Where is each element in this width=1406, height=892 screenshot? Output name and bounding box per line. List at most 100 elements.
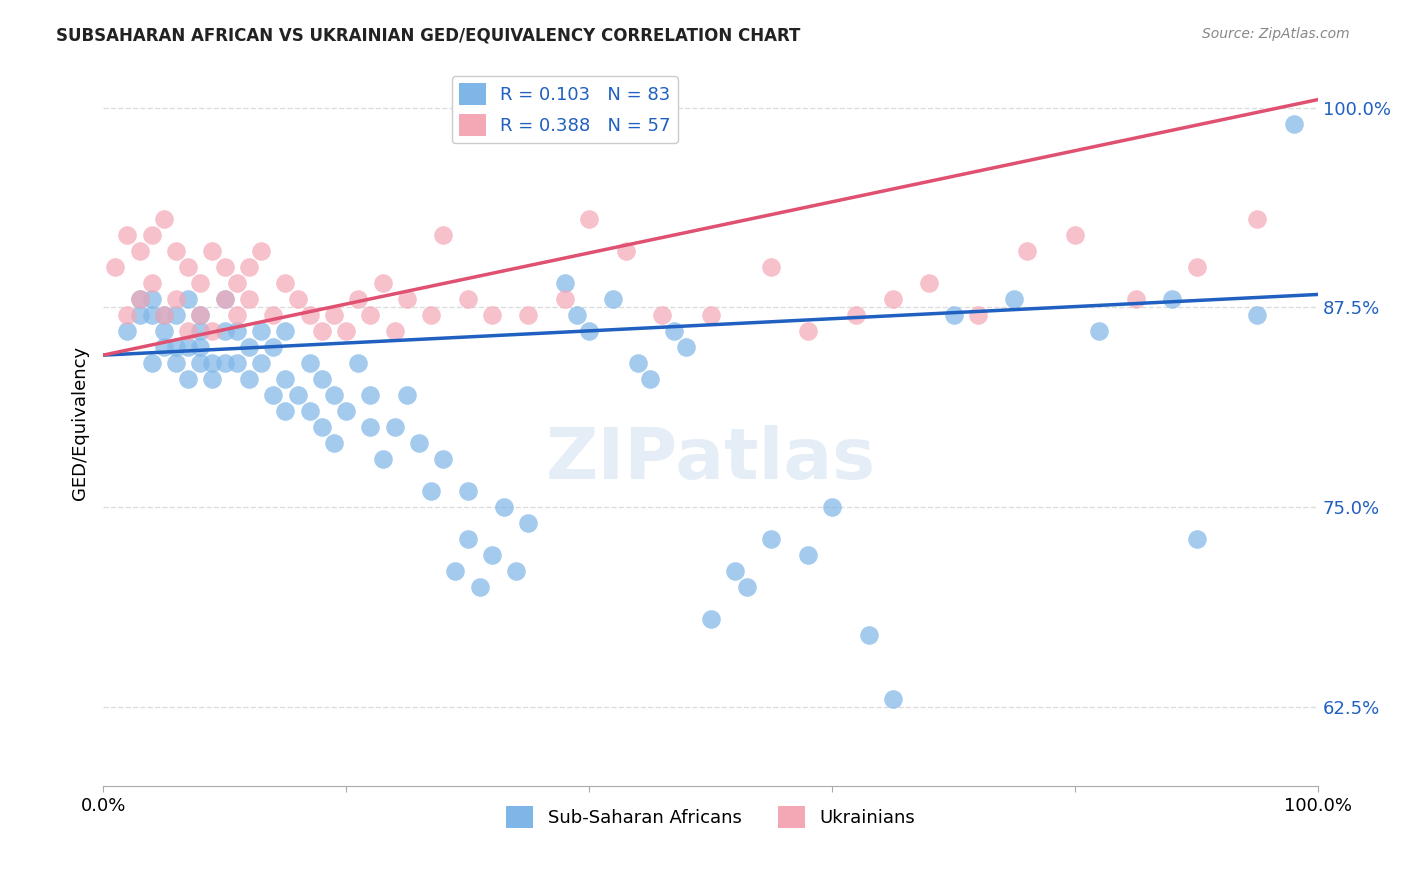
Point xyxy=(797,548,820,562)
Point xyxy=(177,340,200,354)
Point xyxy=(699,612,721,626)
Point xyxy=(858,628,880,642)
Point xyxy=(761,532,783,546)
Point xyxy=(432,452,454,467)
Point xyxy=(882,292,904,306)
Point xyxy=(323,388,346,402)
Legend: Sub-Saharan Africans, Ukrainians: Sub-Saharan Africans, Ukrainians xyxy=(499,799,922,836)
Point xyxy=(177,292,200,306)
Point xyxy=(821,500,844,514)
Text: SUBSAHARAN AFRICAN VS UKRAINIAN GED/EQUIVALENCY CORRELATION CHART: SUBSAHARAN AFRICAN VS UKRAINIAN GED/EQUI… xyxy=(56,27,800,45)
Point xyxy=(188,308,211,322)
Point xyxy=(117,324,139,338)
Point xyxy=(517,516,540,530)
Point xyxy=(1002,292,1025,306)
Point xyxy=(578,212,600,227)
Point xyxy=(177,260,200,275)
Point xyxy=(311,324,333,338)
Point xyxy=(287,388,309,402)
Point xyxy=(117,308,139,322)
Point xyxy=(735,580,758,594)
Point xyxy=(1246,212,1268,227)
Point xyxy=(408,436,430,450)
Point xyxy=(554,277,576,291)
Point xyxy=(201,324,224,338)
Point xyxy=(274,277,297,291)
Point xyxy=(468,580,491,594)
Point xyxy=(699,308,721,322)
Point xyxy=(1088,324,1111,338)
Point xyxy=(638,372,661,386)
Point xyxy=(371,277,394,291)
Point xyxy=(141,292,163,306)
Point xyxy=(188,340,211,354)
Point xyxy=(444,564,467,578)
Point xyxy=(238,292,260,306)
Point xyxy=(128,292,150,306)
Point xyxy=(250,356,273,370)
Point xyxy=(153,340,176,354)
Point xyxy=(141,228,163,243)
Point xyxy=(1161,292,1184,306)
Point xyxy=(201,356,224,370)
Point xyxy=(335,404,357,418)
Point xyxy=(882,691,904,706)
Point xyxy=(1185,260,1208,275)
Point xyxy=(942,308,965,322)
Point xyxy=(165,340,187,354)
Point xyxy=(967,308,990,322)
Point xyxy=(177,372,200,386)
Point xyxy=(578,324,600,338)
Point xyxy=(274,372,297,386)
Point xyxy=(565,308,588,322)
Text: ZIPatlas: ZIPatlas xyxy=(546,425,876,494)
Point xyxy=(128,308,150,322)
Point xyxy=(117,228,139,243)
Point xyxy=(554,292,576,306)
Point xyxy=(128,292,150,306)
Point xyxy=(1064,228,1087,243)
Point xyxy=(238,372,260,386)
Point xyxy=(153,324,176,338)
Point xyxy=(188,277,211,291)
Point xyxy=(761,260,783,275)
Point xyxy=(651,308,673,322)
Point xyxy=(262,388,284,402)
Point xyxy=(359,388,381,402)
Point xyxy=(238,260,260,275)
Point xyxy=(347,356,370,370)
Point xyxy=(1185,532,1208,546)
Point xyxy=(153,212,176,227)
Point xyxy=(395,292,418,306)
Point xyxy=(602,292,624,306)
Point xyxy=(214,292,236,306)
Point xyxy=(311,372,333,386)
Point xyxy=(274,404,297,418)
Point xyxy=(384,420,406,434)
Point xyxy=(457,532,479,546)
Point xyxy=(201,244,224,259)
Point xyxy=(664,324,686,338)
Point xyxy=(262,308,284,322)
Point xyxy=(517,308,540,322)
Point xyxy=(201,372,224,386)
Point xyxy=(214,324,236,338)
Point xyxy=(797,324,820,338)
Point xyxy=(457,483,479,498)
Point xyxy=(1125,292,1147,306)
Text: Source: ZipAtlas.com: Source: ZipAtlas.com xyxy=(1202,27,1350,41)
Point xyxy=(298,356,321,370)
Point xyxy=(188,356,211,370)
Point xyxy=(165,244,187,259)
Point xyxy=(214,356,236,370)
Point xyxy=(165,292,187,306)
Point xyxy=(225,324,247,338)
Point xyxy=(420,308,443,322)
Point xyxy=(262,340,284,354)
Point xyxy=(298,404,321,418)
Point xyxy=(238,340,260,354)
Point xyxy=(505,564,527,578)
Y-axis label: GED/Equivalency: GED/Equivalency xyxy=(72,346,89,500)
Point xyxy=(432,228,454,243)
Point xyxy=(395,388,418,402)
